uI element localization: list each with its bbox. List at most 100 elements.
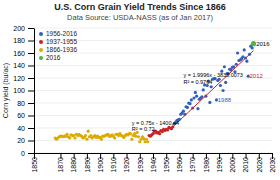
tick: 1870 bbox=[57, 153, 64, 173]
tick-label: 1980 bbox=[203, 157, 210, 173]
tick-label: 2000 bbox=[229, 157, 236, 173]
point bbox=[85, 138, 88, 141]
tick: 0 bbox=[21, 150, 34, 157]
point bbox=[134, 135, 137, 138]
tick-label: 1960 bbox=[176, 157, 183, 173]
point bbox=[194, 91, 197, 94]
tick: 1880 bbox=[70, 153, 77, 173]
tick: 60 bbox=[17, 112, 34, 119]
tick: 100 bbox=[13, 87, 34, 94]
tick: 1960 bbox=[176, 153, 183, 173]
point bbox=[202, 88, 205, 91]
tick-mark bbox=[28, 53, 34, 54]
tick-label: 2020 bbox=[256, 157, 263, 173]
tick-mark bbox=[28, 66, 34, 67]
point bbox=[190, 98, 193, 101]
point bbox=[68, 136, 71, 139]
tick-mark bbox=[28, 91, 34, 92]
legend: 1956-20161937-19551866-19362016 bbox=[39, 30, 77, 61]
tick-mark bbox=[28, 128, 34, 129]
annotation: y = 1.9996x - 3833.0073R² = 0.9764 bbox=[183, 72, 242, 84]
point bbox=[219, 84, 222, 87]
annotation-line: y = 1.9996x - 3833.0073 bbox=[183, 72, 242, 78]
point bbox=[243, 48, 246, 51]
point bbox=[73, 136, 76, 139]
tick-label: 1920 bbox=[123, 157, 130, 173]
point bbox=[196, 107, 199, 110]
tick: 2030 bbox=[269, 153, 276, 173]
annotation-line: 1988 bbox=[218, 97, 232, 103]
point bbox=[87, 130, 90, 133]
grid-line bbox=[34, 103, 272, 104]
tick: 1980 bbox=[203, 153, 210, 173]
tick-label: 2010 bbox=[242, 157, 249, 173]
tick-label: 180 bbox=[13, 37, 25, 44]
tick-label: 160 bbox=[13, 50, 25, 57]
tick: 1850 bbox=[31, 153, 38, 173]
tick-label: 1970 bbox=[189, 157, 196, 173]
legend-item: 1956-2016 bbox=[39, 30, 77, 37]
legend-marker bbox=[39, 40, 43, 44]
tick-mark bbox=[28, 103, 34, 104]
legend-item: 1866-1936 bbox=[39, 46, 77, 53]
point bbox=[221, 89, 224, 92]
point bbox=[188, 102, 191, 105]
tick: 2010 bbox=[242, 153, 249, 173]
grid-line bbox=[34, 28, 272, 29]
tick: 1990 bbox=[216, 153, 223, 173]
annotation-line: R² = 0.9764 bbox=[183, 79, 212, 85]
tick: 1970 bbox=[189, 153, 196, 173]
tick-label: 100 bbox=[13, 87, 25, 94]
tick: 1900 bbox=[97, 153, 104, 173]
annotation: 2016 bbox=[256, 41, 270, 47]
tick: 20 bbox=[17, 137, 34, 144]
tick: 200 bbox=[13, 25, 34, 32]
point bbox=[182, 110, 185, 113]
point bbox=[113, 136, 116, 139]
tick-label: 1950 bbox=[163, 157, 170, 173]
point bbox=[137, 135, 140, 138]
y-axis: 020406080100120140160180200 bbox=[13, 25, 34, 157]
tick-label: 120 bbox=[13, 75, 25, 82]
legend-label: 1937-1955 bbox=[46, 38, 77, 45]
tick-label: 0 bbox=[21, 150, 25, 157]
point bbox=[142, 137, 145, 140]
point bbox=[195, 95, 198, 98]
point bbox=[84, 134, 87, 137]
tick-mark bbox=[28, 41, 34, 42]
point bbox=[252, 42, 255, 45]
tick: 160 bbox=[13, 50, 34, 57]
annotation-line: 2016 bbox=[256, 41, 270, 47]
tick-label: 2030 bbox=[269, 157, 276, 173]
tick-mark bbox=[28, 153, 34, 154]
point bbox=[224, 81, 227, 84]
tick-label: 1900 bbox=[97, 157, 104, 173]
tick-label: 1870 bbox=[57, 157, 64, 173]
y-axis-title: Corn yield (bu/ac) bbox=[2, 63, 10, 118]
grid bbox=[34, 28, 272, 153]
subtitle: Data Source: USDA-NASS (as of Jan 2017) bbox=[67, 13, 213, 22]
point bbox=[251, 46, 254, 49]
trend-line bbox=[174, 51, 253, 126]
annotation-line: 2012 bbox=[250, 73, 264, 79]
title: U.S. Corn Grain Yield Trends Since 1866 bbox=[54, 2, 226, 12]
tick-mark bbox=[28, 116, 34, 117]
tick-label: 1880 bbox=[70, 157, 77, 173]
tick-label: 20 bbox=[17, 137, 25, 144]
tick-label: 140 bbox=[13, 62, 25, 69]
annotation: 2012 bbox=[250, 73, 264, 79]
point bbox=[236, 51, 239, 54]
point bbox=[208, 101, 211, 104]
point bbox=[100, 138, 103, 141]
tick-label: 1940 bbox=[150, 157, 157, 173]
tick-label: 200 bbox=[13, 25, 25, 32]
marks bbox=[54, 41, 257, 143]
point bbox=[146, 140, 149, 143]
tick-label: 1850 bbox=[31, 157, 38, 173]
tick: 1940 bbox=[150, 153, 157, 173]
legend-label: 1956-2016 bbox=[46, 30, 77, 37]
point bbox=[245, 60, 248, 63]
tick: 180 bbox=[13, 37, 34, 44]
x-axis: 1850187018801890190019101920193019401950… bbox=[31, 153, 276, 173]
annotation: 1988 bbox=[218, 97, 232, 103]
